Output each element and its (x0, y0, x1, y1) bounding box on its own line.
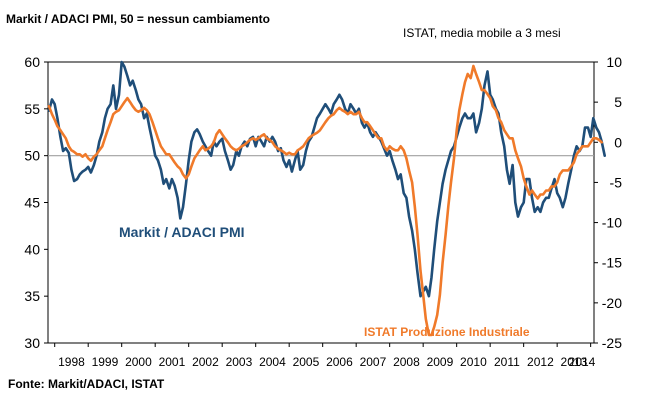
series-layer (47, 60, 606, 337)
left-axis-tick-label: 50 (24, 148, 40, 164)
right-axis-tick-label: -20 (602, 295, 622, 311)
istat-series-line (47, 64, 603, 337)
x-axis-tick-label: 2006 (326, 355, 353, 369)
x-axis-tick-label: 2003 (226, 355, 253, 369)
pmi-series-line (47, 60, 606, 298)
x-axis-tick-label: 2010 (460, 355, 487, 369)
x-axis-tick-label: 1999 (92, 355, 119, 369)
x-axis-tick-label: 2008 (393, 355, 420, 369)
right-axis-tick-label: -10 (602, 215, 622, 231)
pmi-series-label: Markit / ADACI PMI (119, 224, 245, 240)
right-axis-tick-label: -5 (610, 174, 623, 190)
x-axis-tick-label: 2012 (527, 355, 554, 369)
left-axis-tick-label: 40 (24, 241, 40, 257)
x-axis-tick-label: 2007 (360, 355, 387, 369)
x-axis-tick-label: 2001 (159, 355, 186, 369)
left-axis-tick-label: 30 (24, 335, 40, 351)
x-axis-tick-label: 1998 (58, 355, 85, 369)
x-axis-tick-label: 2011 (494, 355, 520, 369)
left-axis-tick-label: 60 (24, 54, 40, 70)
x-axis-tick-label: 2013 (561, 355, 588, 369)
right-axis-tick-label: 0 (614, 134, 622, 150)
chart-title-left: Markit / ADACI PMI, 50 = nessun cambiame… (6, 12, 270, 26)
right-axis-tick-label: 5 (614, 94, 622, 110)
x-axis-tick-label: 2002 (192, 355, 219, 369)
right-axis-tick-label: 10 (606, 54, 622, 70)
left-axis-tick-label: 45 (24, 195, 40, 211)
right-axis-tick-label: -25 (602, 335, 622, 351)
x-axis-tick-label: 2005 (293, 355, 320, 369)
x-axis: 1998 1999 2000 2001 2002 2003 2004 2005 2006 2007… (54, 343, 596, 369)
right-axis-tick-label: -15 (602, 255, 622, 271)
right-axis: -25 -20 -15 -10 -5 0 5 10 (594, 54, 622, 351)
source-note: Fonte: Markit/ADACI, ISTAT (8, 377, 165, 391)
left-axis-tick-label: 55 (24, 101, 40, 117)
x-axis-tick-label: 2009 (427, 355, 454, 369)
left-axis: 30 35 40 45 50 55 60 (24, 54, 48, 351)
x-axis-tick-label: 2004 (259, 355, 286, 369)
chart-title-right: ISTAT, media mobile a 3 mesi (403, 26, 561, 40)
x-axis-tick-label: 2014 (569, 355, 596, 369)
istat-series-label: ISTAT Produzione Industriale (364, 325, 530, 339)
x-axis-tick-label: 2000 (125, 355, 152, 369)
left-axis-tick-label: 35 (24, 288, 40, 304)
